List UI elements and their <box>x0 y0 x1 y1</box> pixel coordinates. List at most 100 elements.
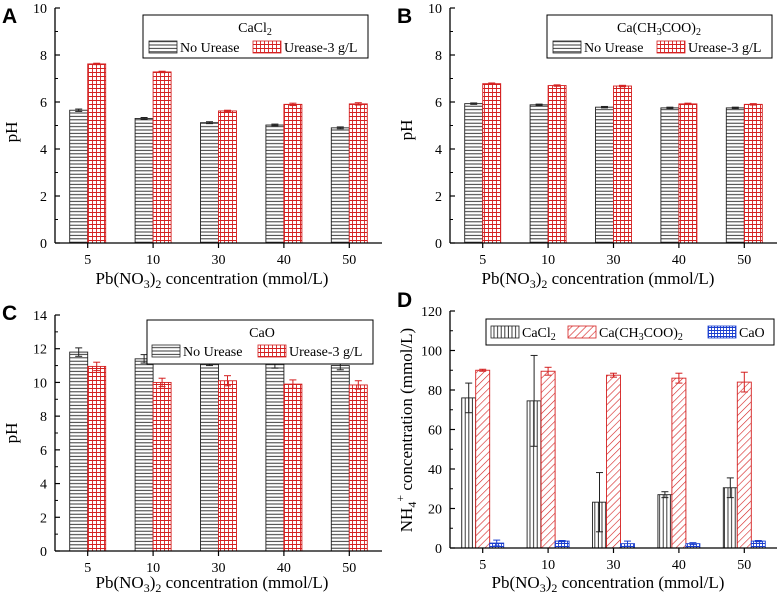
panel-c-y-tick-label: 8 <box>40 410 47 425</box>
panel-c-error-bar <box>224 375 231 387</box>
panel-d-error-bar <box>689 542 697 546</box>
panel-d-y-tick-label: 80 <box>428 384 442 399</box>
panel-d-x-tick-label: 5 <box>479 558 486 573</box>
panel-d-plot: 0 20 40 60 80 100 120 5 10 30 40 50 <box>421 305 777 573</box>
panel-d-legend-swatch-cao <box>707 325 737 339</box>
panel-b-bar-10-no-urease <box>529 104 549 244</box>
panel-b-y-axis-label: pH <box>397 120 416 141</box>
panel-c-y-tick-label: 14 <box>33 309 47 324</box>
panel-c-bar-10-no-urease <box>134 358 154 552</box>
panel-d-bar-30-ca-ch3coo-2 <box>606 374 621 549</box>
panel-b-plot: 0 2 4 6 8 10 5 10 30 40 50 <box>428 2 777 268</box>
panel-label-b: B <box>397 5 412 28</box>
panel-b-error-bar <box>749 103 757 106</box>
panel-c-y-tick-label: 2 <box>40 511 47 526</box>
panel-b-y-tick-label: 8 <box>435 49 442 64</box>
panel-a-error-bar <box>289 102 297 107</box>
panel-c-bar-40-no-urease <box>265 363 285 552</box>
panel-b-error-bar <box>684 102 692 106</box>
panel-c-legend-urease: Urease-3 g/L <box>289 345 362 360</box>
panel-d-bar-10-ca-ch3coo-2 <box>540 370 556 549</box>
panel-b-y-tick-label: 6 <box>435 96 442 111</box>
panel-a-x-tick-label: 30 <box>212 253 226 268</box>
panel-c-error-bar <box>354 380 362 390</box>
panel-d-error-bar <box>624 540 631 547</box>
panel-c-bar-50-urease-3-g-l <box>348 384 368 552</box>
panel-d-x-tick-label: 30 <box>607 558 621 573</box>
panel-b-x-axis-label: Pb(NO3)2 concentration (mmol/L) <box>482 269 715 291</box>
panel-c-legend-no-urease: No Urease <box>183 345 242 360</box>
panel-d-y-tick-label: 40 <box>428 463 442 478</box>
panel-d-x-tick-label: 50 <box>737 558 751 573</box>
panel-d-error-bar <box>493 539 501 547</box>
panel-b-bar-10-urease-3-g-l <box>547 85 567 244</box>
panel-a-y-axis-label: pH <box>2 122 21 143</box>
panel-b-x-tick-label: 30 <box>607 253 621 268</box>
panel-b-legend-swatch-no-urease <box>552 40 582 54</box>
panel-b-error-bar <box>553 84 561 87</box>
panel-a-bar-50-no-urease <box>330 127 350 244</box>
panel-b-bar-5-urease-3-g-l <box>482 83 502 244</box>
panel-a-bar-5-no-urease <box>69 109 89 244</box>
panel-a-bar-10-urease-3-g-l <box>152 71 172 244</box>
panel-d-error-bar <box>544 366 552 376</box>
panel-b-y-tick-label: 0 <box>435 237 442 252</box>
panel-a-x-tick-label: 5 <box>84 253 91 268</box>
panel-c-legend: CaO No Urease Urease-3 g/L <box>146 319 374 365</box>
panel-b-bar-40-no-urease <box>660 107 680 244</box>
panel-a-x-tick-label: 10 <box>146 253 160 268</box>
panel-d-y-tick-label: 0 <box>435 542 442 557</box>
panel-b-bar-50-no-urease <box>725 107 745 244</box>
panel-d-error-bar <box>530 354 538 447</box>
panel-a-legend: CaCl2 No Urease Urease-3 g/L <box>142 14 369 59</box>
panel-a-y-tick-label: 8 <box>40 49 47 64</box>
panel-d-bar-5-ca-ch3coo-2 <box>475 369 491 549</box>
panel-a-y-tick-label: 6 <box>40 96 47 111</box>
panel-c-bar-10-urease-3-g-l <box>152 381 172 552</box>
panel-d-x-tick-label: 40 <box>672 558 686 573</box>
panel-a-error-bar <box>93 62 101 66</box>
panel-a-x-tick-label: 50 <box>342 253 356 268</box>
panel-b-legend-swatch-urease <box>656 40 686 54</box>
panel-d-y-axis-label: NH4+ concentration (mmol/L) <box>393 328 419 532</box>
panel-b-error-bar <box>601 105 608 109</box>
panel-b-bar-5-no-urease <box>464 103 484 244</box>
panel-a-bar-5-urease-3-g-l <box>87 63 107 244</box>
panel-b-legend-title: Ca(CH3COO)2 <box>617 21 701 38</box>
panel-c-x-tick-label: 30 <box>212 561 226 576</box>
panel-d-error-bar <box>558 539 566 543</box>
panel-c-x-tick-label: 10 <box>146 561 160 576</box>
panel-c-legend-title: CaO <box>249 326 275 341</box>
panel-b-y-tick-label: 4 <box>435 143 442 158</box>
panel-a-plot: 0 2 4 6 8 10 5 10 30 40 50 <box>33 2 382 268</box>
panel-d-y-tick-label: 120 <box>421 305 442 320</box>
panel-c-y-tick-label: 12 <box>33 343 47 358</box>
panel-a-legend-title: CaCl2 <box>238 21 272 38</box>
panel-c-bar-30-urease-3-g-l <box>218 380 237 552</box>
panel-c-bar-50-no-urease <box>330 365 350 552</box>
panel-c-y-tick-label: 10 <box>33 376 47 391</box>
panel-a-bar-40-urease-3-g-l <box>283 103 303 244</box>
panel-b-y-tick-label: 10 <box>428 2 442 17</box>
panel-c-y-axis-label: pH <box>2 423 21 444</box>
panel-d-error-bar <box>661 491 669 499</box>
panel-c-y-tick-label: 6 <box>40 444 47 459</box>
panel-a-error-bar <box>271 123 279 127</box>
panel-d-error-bar <box>675 372 683 384</box>
panel-c: C pH Pb(NO3)2 concentration (mmol/L) 0 2 4… <box>2 302 382 595</box>
panel-d-legend: CaCl2 Ca(CH3COO)2 CaO <box>485 318 775 346</box>
panel-a-x-tick-label: 40 <box>277 253 291 268</box>
panel-b-y-tick-label: 2 <box>435 190 442 205</box>
panel-d: D NH4+ concentration (mmol/L) Pb(NO3)2 c… <box>393 289 777 595</box>
panel-a-y-tick-label: 2 <box>40 190 47 205</box>
panel-a-error-bar <box>140 117 148 120</box>
panel-c-bar-40-urease-3-g-l <box>283 383 303 552</box>
panel-b-error-bar <box>666 106 674 110</box>
panel-b-error-bar <box>619 84 626 88</box>
panel-d-y-tick-label: 100 <box>421 345 442 360</box>
panel-c-error-bar <box>158 377 166 388</box>
panel-d-legend-cacl2: CaCl2 <box>522 326 556 343</box>
panel-b-bar-40-urease-3-g-l <box>678 103 698 244</box>
panel-c-x-axis-label: Pb(NO3)2 concentration (mmol/L) <box>96 573 329 595</box>
